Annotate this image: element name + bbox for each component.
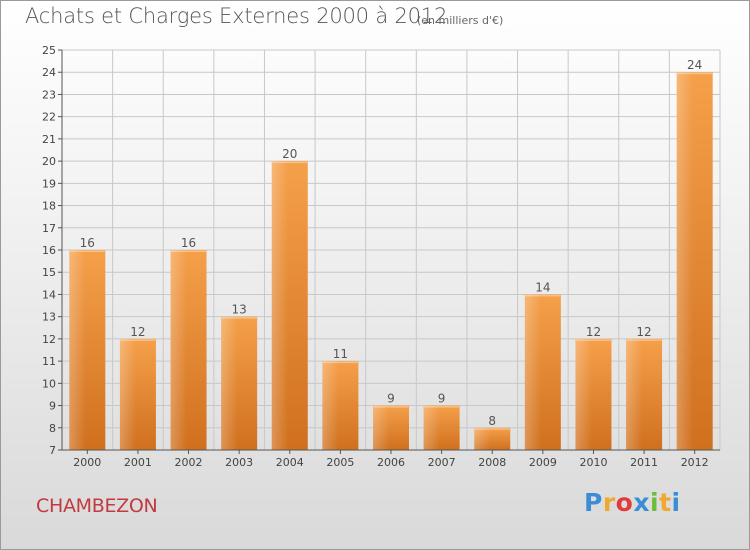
bar-highlight: [575, 338, 592, 450]
y-tick-label: 18: [42, 200, 56, 213]
x-tick-label: 2011: [630, 456, 658, 469]
bar-highlight: [423, 405, 440, 450]
x-tick-label: 2000: [73, 456, 101, 469]
y-tick-label: 16: [42, 244, 56, 257]
bar-highlight: [524, 294, 542, 450]
x-tick-label: 2008: [478, 456, 506, 469]
bar-top-edge: [322, 361, 358, 364]
bar-highlight: [322, 361, 339, 450]
data-label: 9: [387, 392, 395, 406]
logo-letter: o: [615, 488, 634, 517]
data-label: 20: [282, 147, 297, 161]
bar-top-edge: [575, 339, 611, 341]
y-tick-label: 12: [42, 333, 56, 346]
town-name: CHAMBEZON: [36, 495, 158, 517]
data-label: 16: [80, 236, 95, 250]
logo-letter: x: [633, 488, 650, 517]
y-tick-label: 11: [42, 355, 56, 368]
x-tick-label: 2007: [428, 456, 456, 469]
y-tick-label: 19: [42, 177, 56, 190]
data-label: 12: [636, 325, 651, 339]
chart-subtitle: (en milliers d'€): [417, 14, 504, 27]
logo-letter: r: [602, 488, 616, 517]
data-label: 12: [586, 325, 601, 339]
x-tick-label: 2009: [529, 456, 557, 469]
y-tick-label: 14: [42, 288, 56, 301]
y-tick-label: 9: [49, 400, 56, 413]
bar-top-edge: [69, 250, 105, 252]
grid-lines: [61, 49, 721, 451]
x-tick-label: 2002: [175, 456, 203, 469]
bar-top-edge: [171, 250, 207, 252]
bar-highlight: [119, 338, 137, 450]
logo-letter: t: [659, 488, 672, 517]
data-label: 8: [488, 414, 496, 428]
x-tick-label: 2005: [326, 456, 354, 469]
bar-highlight: [626, 338, 643, 450]
bar-top-edge: [221, 317, 257, 319]
y-tick-label: 20: [42, 155, 56, 168]
logo-letter: i: [650, 488, 660, 517]
y-tick-label: 22: [42, 111, 56, 124]
axes: [58, 49, 720, 454]
x-tick-label: 2003: [225, 456, 253, 469]
bar-top-edge: [424, 406, 460, 408]
bar-top-edge: [474, 428, 510, 430]
bar-highlight: [221, 316, 238, 450]
labels: 7 8 9 10 11 12 13 14 15 16 17 18 19 20 21 22 23 24 25 16 200…: [42, 44, 709, 469]
bar-highlight: [271, 161, 288, 450]
bar-top-edge: [120, 339, 156, 341]
bar-top-edge: [626, 339, 662, 341]
y-tick-label: 21: [42, 133, 56, 146]
y-tick-label: 23: [42, 88, 56, 101]
bar-top-edge: [373, 406, 409, 408]
bar-highlight: [676, 72, 693, 450]
y-tick-label: 10: [42, 377, 56, 390]
data-label: 24: [687, 58, 702, 72]
bar-highlight: [373, 405, 390, 450]
x-tick-label: 2004: [276, 456, 304, 469]
bar-top-edge: [677, 72, 713, 75]
logo-letter: P: [584, 488, 603, 517]
bar-top-edge: [525, 294, 561, 297]
y-tick-label: 17: [42, 222, 56, 235]
y-tick-label: 24: [42, 66, 56, 79]
x-tick-label: 2001: [124, 456, 152, 469]
y-tick-label: 15: [42, 266, 56, 279]
y-tick-label: 8: [49, 422, 56, 435]
y-tick-label: 25: [42, 44, 56, 57]
data-label: 14: [535, 280, 550, 294]
proxiti-logo: Proxiti: [584, 488, 681, 517]
y-tick-label: 7: [49, 444, 56, 457]
bar-highlight: [170, 250, 187, 450]
x-tick-label: 2010: [579, 456, 607, 469]
logo-letter: i: [671, 488, 681, 517]
data-label: 11: [333, 347, 348, 361]
data-label: 16: [181, 236, 196, 250]
bar-highlight: [474, 427, 491, 450]
y-tick-label: 13: [42, 311, 56, 324]
data-label: 12: [130, 325, 145, 339]
bars: [69, 72, 713, 450]
bar-top-edge: [272, 161, 308, 164]
x-tick-label: 2006: [377, 456, 405, 469]
chart-title: Achats et Charges Externes 2000 à 2012: [25, 4, 448, 28]
data-label: 9: [438, 392, 446, 406]
x-tick-label: 2012: [681, 456, 709, 469]
data-label: 13: [232, 303, 247, 317]
bar-highlight: [69, 250, 86, 450]
